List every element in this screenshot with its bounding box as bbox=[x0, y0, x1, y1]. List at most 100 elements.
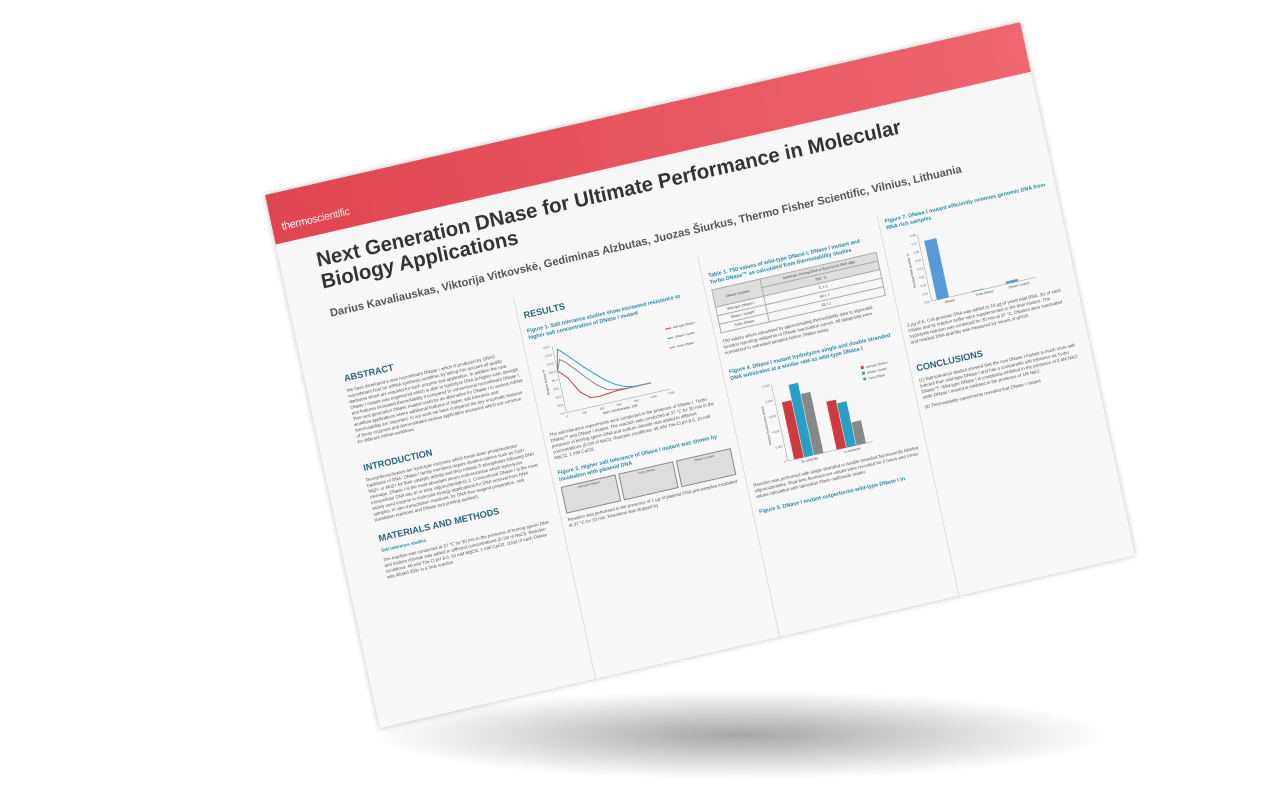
x-tick-label: 400 bbox=[599, 406, 605, 411]
data-point bbox=[564, 361, 565, 363]
brand-logo: thermoscientific bbox=[281, 206, 351, 233]
y-tick-label: 0.06 bbox=[913, 250, 920, 255]
data-point bbox=[604, 379, 606, 381]
y-axis bbox=[917, 234, 932, 302]
bar bbox=[788, 382, 814, 458]
y-tick-label: 0.08 bbox=[910, 233, 917, 238]
line-series bbox=[556, 358, 651, 391]
y-axis bbox=[551, 346, 567, 413]
legend-label: DNase I mutant bbox=[675, 330, 696, 338]
figure-4-bar-chart: 0 0.002 0.004 0.006 0.008 0.010 Relative fluor… bbox=[760, 360, 888, 464]
data-point bbox=[559, 359, 561, 361]
x-tick-label: 0 bbox=[566, 414, 569, 418]
legend-label: wild-type DNase I bbox=[672, 320, 695, 329]
data-point bbox=[579, 391, 581, 393]
data-point bbox=[583, 366, 585, 368]
abstract-text: We have developed a new recombinant DNas… bbox=[346, 354, 524, 445]
data-point bbox=[615, 389, 617, 391]
legend-swatch bbox=[860, 365, 865, 370]
legend-label: DNase I mutant bbox=[866, 366, 887, 374]
bar bbox=[851, 420, 866, 446]
data-point bbox=[562, 351, 564, 353]
figure-1-line-chart: 0.0 20.0 40.0 60.0 80.0 100.0 120.0 140.0 160.0 R… bbox=[541, 320, 696, 418]
legend-swatch bbox=[861, 371, 866, 375]
y-tick-label: 0.03 bbox=[918, 275, 925, 280]
y-tick-label: 120.0 bbox=[546, 361, 554, 367]
y-tick-label: 0.05 bbox=[915, 258, 922, 263]
data-point bbox=[650, 382, 652, 384]
column-4: Figure 7. DNase I mutant efficiently rem… bbox=[883, 177, 1087, 415]
data-point bbox=[614, 383, 616, 385]
y-axis-label: Relative activity, % bbox=[541, 369, 550, 395]
y-tick-label: 0.07 bbox=[911, 241, 918, 246]
y-axis bbox=[771, 384, 789, 462]
poster-shadow bbox=[370, 690, 1110, 780]
column-1: ABSTRACT We have developed a new recombi… bbox=[336, 300, 559, 584]
x-tick-label: 200 bbox=[582, 410, 588, 415]
bar bbox=[837, 401, 856, 448]
logo-text-b: scientific bbox=[311, 205, 351, 226]
y-tick-label: 0.008 bbox=[765, 398, 773, 404]
data-point bbox=[607, 393, 609, 395]
y-tick-label: 0.0 bbox=[560, 411, 565, 416]
x-tick-label: 800 bbox=[634, 398, 640, 403]
logo-text-a: thermo bbox=[280, 214, 314, 233]
bar bbox=[1005, 278, 1019, 285]
legend-swatch bbox=[669, 346, 676, 349]
bar bbox=[826, 399, 847, 450]
x-axis bbox=[566, 388, 671, 413]
figure-7-bar-chart: 0.00 0.01 0.02 0.03 0.04 0.05 0.06 0.07 0.08 Resi… bbox=[906, 233, 1036, 305]
x-tick-label: 1000 bbox=[650, 394, 658, 399]
y-axis-label: Residual DNA quantity, % bbox=[906, 253, 917, 289]
y-tick-label: 0.010 bbox=[762, 383, 770, 389]
legend-label: Turbo DNase bbox=[677, 341, 695, 349]
y-tick-label: 0.01 bbox=[922, 291, 929, 296]
line-series bbox=[556, 348, 651, 387]
x-tick-label: Turbo DNase bbox=[975, 289, 994, 297]
legend-label: wild-type DNase I bbox=[865, 360, 888, 369]
x-tick-label: 600 bbox=[616, 402, 622, 407]
data-point bbox=[624, 387, 626, 389]
y-tick-label: 0 bbox=[784, 459, 787, 463]
data-point bbox=[572, 359, 574, 361]
x-axis-label: NaCl concentration, mM bbox=[603, 403, 638, 415]
x-tick-label: DNase I mutant bbox=[1008, 281, 1030, 290]
data-point bbox=[633, 386, 635, 388]
y-tick-label: 0.004 bbox=[772, 429, 780, 435]
data-point bbox=[606, 388, 608, 390]
legend-label: Turbo DNase bbox=[868, 373, 886, 381]
bar bbox=[971, 288, 984, 293]
x-tick-label: ss substrate bbox=[844, 446, 861, 454]
legend-swatch bbox=[863, 377, 867, 381]
x-tick-label: ds substrate bbox=[801, 456, 818, 464]
y-axis-label: Relative fluorescence units/s bbox=[760, 406, 772, 446]
bar bbox=[924, 238, 950, 300]
poster: thermoscientific Next Generation DNase f… bbox=[265, 22, 1135, 729]
data-point bbox=[556, 348, 558, 350]
data-point bbox=[585, 377, 587, 379]
data-point bbox=[593, 373, 595, 375]
x-tick-label: DNaseI bbox=[944, 298, 955, 304]
data-point bbox=[562, 373, 564, 375]
data-point bbox=[567, 377, 569, 379]
data-point bbox=[574, 368, 576, 370]
y-tick-label: 0.002 bbox=[775, 444, 783, 450]
data-point bbox=[556, 370, 558, 372]
data-point bbox=[598, 395, 600, 397]
y-tick-label: 0.04 bbox=[917, 266, 924, 271]
bar bbox=[800, 391, 824, 455]
y-tick-label: 140.0 bbox=[544, 353, 552, 359]
data-point bbox=[623, 385, 625, 387]
data-point bbox=[615, 390, 617, 392]
column-2: RESULTS Figure 1. Salt tolerance studies… bbox=[520, 258, 741, 533]
column-3: Table 1. T50 values of wild-type DNase I… bbox=[704, 217, 926, 520]
y-tick-label: 80.0 bbox=[551, 378, 558, 383]
legend-swatch bbox=[665, 327, 672, 330]
legend-swatch bbox=[667, 336, 674, 340]
y-tick-label: 0.006 bbox=[769, 414, 777, 420]
introduction-text: Deoxyribonucleases are hydrolytic enzyme… bbox=[365, 443, 538, 523]
y-tick-label: 60.0 bbox=[553, 386, 560, 391]
y-tick-label: 40.0 bbox=[555, 394, 562, 399]
y-tick-label: 20.0 bbox=[557, 403, 564, 408]
x-tick-label: 1200 bbox=[668, 390, 676, 395]
